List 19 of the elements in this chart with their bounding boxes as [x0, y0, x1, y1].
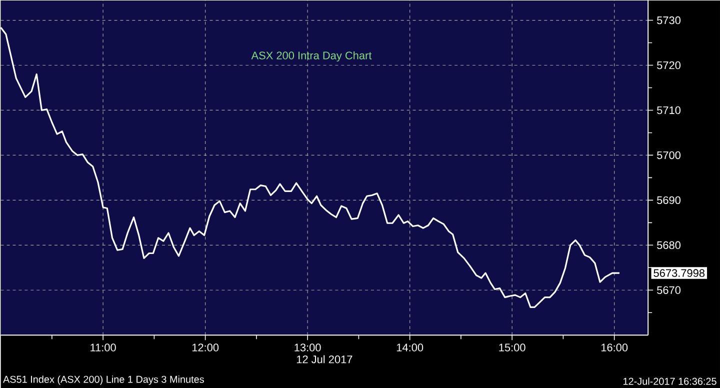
- x-axis-title: 12 Jul 2017: [296, 355, 352, 364]
- x-tick-label: 15:00: [499, 344, 526, 352]
- text: AS51 Index (ASX 200) Line 1 Days 3 Minutes: [3, 376, 204, 385]
- x-tick-label: 16:00: [601, 344, 628, 352]
- text: 12-Jul-2017 16:36:25: [624, 378, 716, 385]
- y-tick-label: 5670: [657, 286, 680, 294]
- y-tick-label: 5700: [657, 151, 680, 160]
- y-tick-label: 5720: [657, 61, 680, 70]
- y-tick-label: 5690: [657, 196, 680, 204]
- x-tick-label: 14:00: [396, 344, 424, 352]
- x-tick-label: 12:00: [192, 344, 219, 352]
- x-tick-label: 11:00: [90, 344, 116, 352]
- y-tick-label: 5710: [657, 106, 680, 114]
- y-tick-label: 5680: [657, 241, 680, 250]
- text: 5673.7998: [654, 269, 705, 277]
- y-tick-label: 5730: [657, 16, 680, 24]
- text: ASX 200 Intra Day Chart: [251, 51, 372, 62]
- line-series: [0, 26, 620, 308]
- x-tick-label: 13:00: [294, 344, 321, 352]
